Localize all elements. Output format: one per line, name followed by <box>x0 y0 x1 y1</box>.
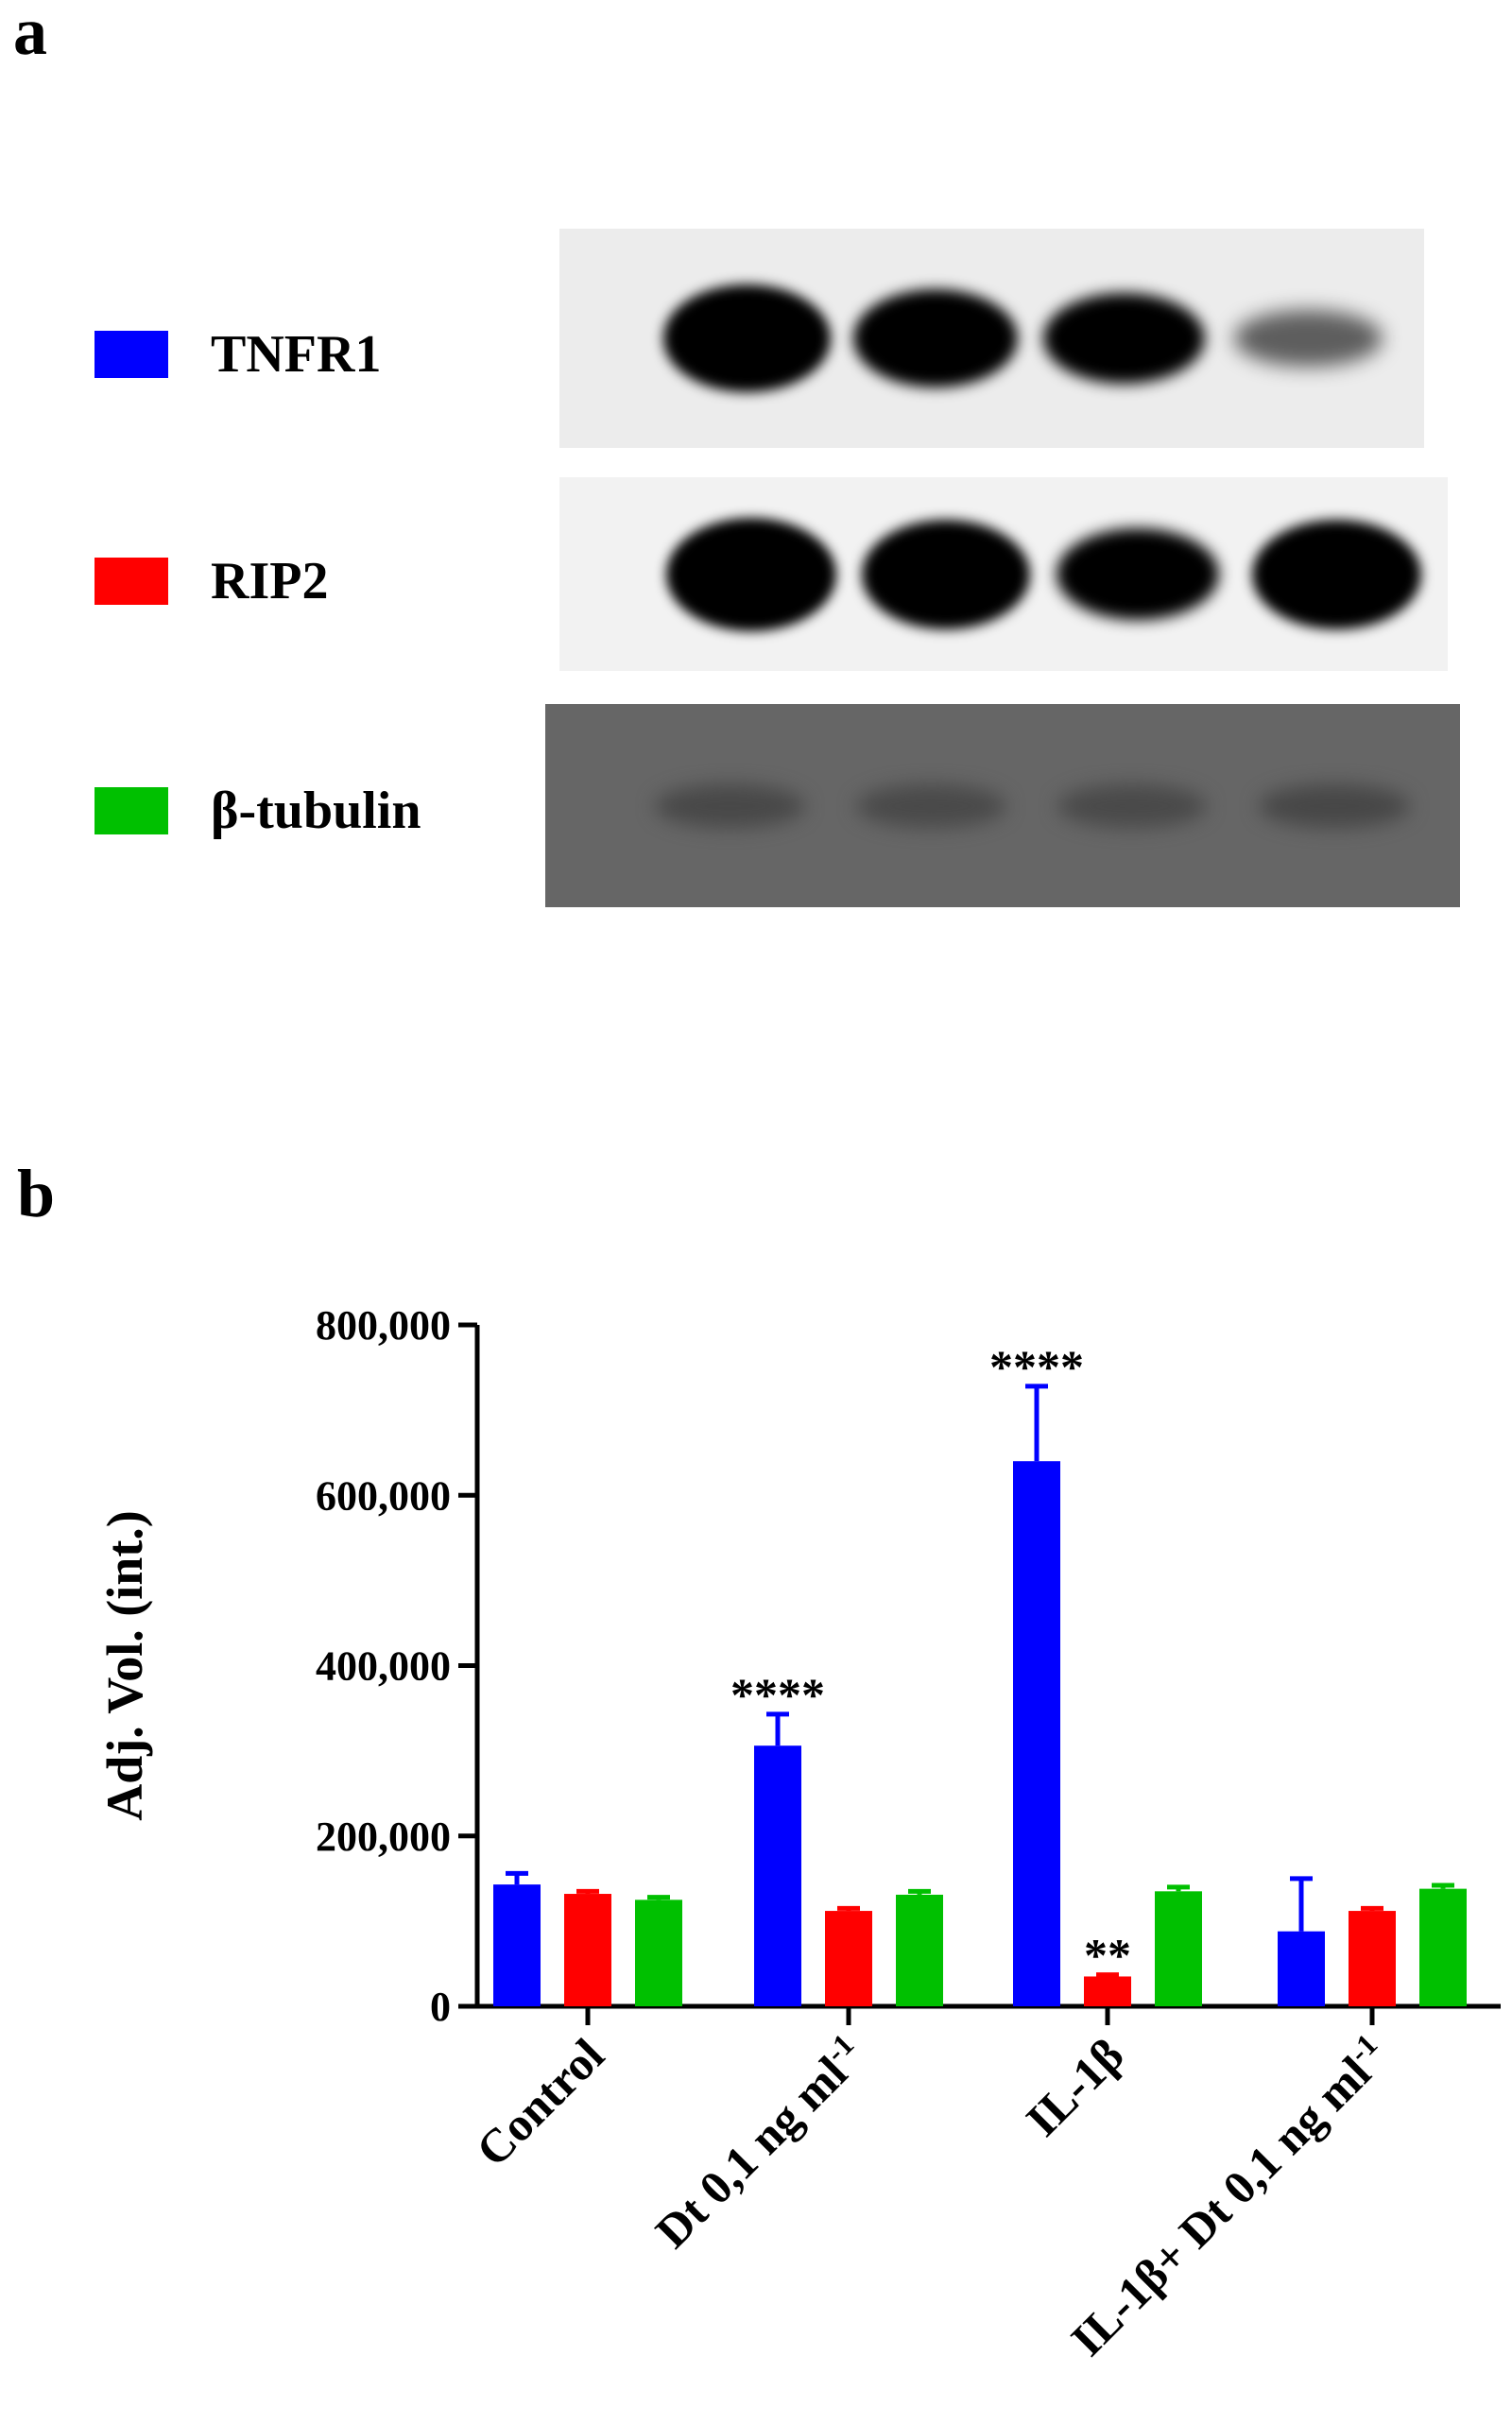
blot-band <box>1259 783 1410 828</box>
bar--tubulin <box>1155 1891 1202 2006</box>
y-axis-label: Adj. Vol. (int.) <box>96 1510 153 1821</box>
blot-band <box>665 517 836 631</box>
blot-band <box>1057 783 1208 828</box>
bar-tnfr1 <box>1013 1461 1060 2006</box>
bar--tubulin <box>1419 1888 1467 2006</box>
legend-swatch-beta-tubulin <box>94 787 168 834</box>
blot-band <box>655 783 806 828</box>
bar-tnfr1 <box>754 1745 801 2006</box>
x-tick-label: Control <box>466 2028 614 2176</box>
blot-band <box>853 289 1019 387</box>
western-blot-tnfr1 <box>559 229 1424 448</box>
significance-label: ** <box>1084 1929 1131 1982</box>
y-tick-label: 600,000 <box>316 1472 451 1519</box>
blot-band <box>1057 527 1219 621</box>
bar-rip2 <box>825 1911 872 2006</box>
y-tick-label: 800,000 <box>316 1302 451 1349</box>
legend-label-tnfr1: TNFR1 <box>211 325 382 384</box>
blot-band <box>662 284 832 392</box>
blot-band <box>861 519 1031 629</box>
bar--tubulin <box>896 1894 943 2006</box>
blot-band <box>1043 293 1206 384</box>
panel-label-a: a <box>13 0 47 69</box>
legend-swatch-tnfr1 <box>94 331 168 378</box>
panel-label-b: b <box>17 1156 56 1231</box>
bar-tnfr1 <box>1278 1931 1325 2006</box>
western-blot-beta-tubulin <box>545 704 1460 907</box>
y-tick-label: 0 <box>430 1984 451 2030</box>
bar-tnfr1 <box>493 1884 541 2006</box>
x-tick-label: IL-1β <box>1016 2028 1134 2146</box>
bar-chart: 0 200,000 400,000 600,000 800,000 Adj. Vol. (… <box>96 1302 1501 2366</box>
legend-label-rip2: RIP2 <box>211 552 329 610</box>
bar-rip2 <box>1349 1911 1396 2006</box>
x-tick-label: Dt 0,1 ng ml-1 <box>644 2027 874 2258</box>
blot-band <box>856 783 1006 828</box>
bar-rip2 <box>1084 1976 1131 2006</box>
y-tick-label: 200,000 <box>316 1814 451 1860</box>
y-tick-label: 400,000 <box>316 1643 451 1690</box>
x-tick-label-superscript: -1 <box>1342 2027 1383 2069</box>
significance-label: **** <box>989 1340 1084 1393</box>
legend-swatch-rip2 <box>94 558 168 605</box>
blot-band <box>1252 519 1421 629</box>
legend-item-rip2: RIP2 <box>94 552 329 610</box>
blot-band <box>1233 310 1383 367</box>
x-tick-label-superscript: -1 <box>818 2027 860 2069</box>
legend-item-beta-tubulin: β-tubulin <box>94 782 421 840</box>
legend-label-beta-tubulin: β-tubulin <box>211 782 421 840</box>
bar--tubulin <box>635 1900 682 2006</box>
legend-item-tnfr1: TNFR1 <box>94 325 382 384</box>
significance-label: **** <box>730 1668 825 1721</box>
western-blot-rip2 <box>559 477 1448 671</box>
bar-rip2 <box>564 1894 611 2006</box>
